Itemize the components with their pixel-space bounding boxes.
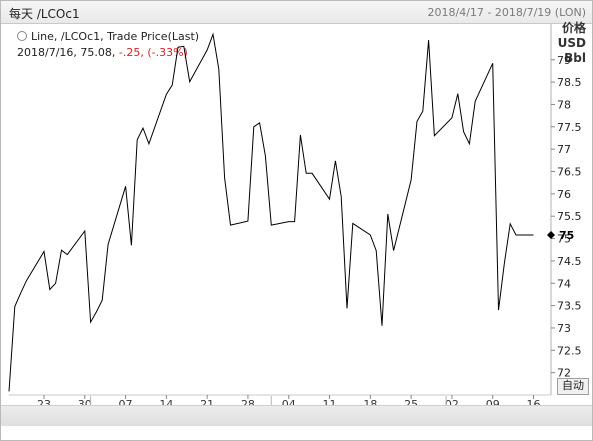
title-bar: 每天 /LCOc1 2018/4/17 - 2018/7/19 (LON) [1, 1, 592, 24]
date-range: 2018/4/17 - 2018/7/19 (LON) [427, 6, 586, 19]
last-value-label: 75 [559, 229, 574, 242]
y-tick-label: 74 [557, 277, 571, 290]
price-series-line [8, 32, 534, 392]
y-tick-label: 75.5 [557, 210, 582, 223]
auto-scale-button[interactable]: 自动 [557, 378, 589, 395]
y-tick-label: 73 [557, 322, 571, 335]
y-tick-label: 73.5 [557, 300, 582, 313]
y-tick-label: 77.5 [557, 121, 582, 134]
y-tick-label: 72.5 [557, 344, 582, 357]
y-axis-price-label: 价格 [561, 21, 586, 35]
y-tick-label: 74.5 [557, 255, 582, 268]
y-tick-label: 72 [557, 367, 571, 380]
plot-area[interactable] [8, 24, 551, 395]
y-tick-label: 76 [557, 188, 571, 201]
y-tick-label: 77 [557, 143, 571, 156]
month-strip[interactable] [1, 405, 592, 426]
chart-title: 每天 /LCOc1 [9, 7, 80, 21]
y-tick-label: 75 [557, 233, 571, 246]
last-value-marker-icon [547, 230, 555, 239]
y-axis-unit-label: Bbl [564, 51, 586, 65]
legend-series-label: Line, /LCOc1, Trade Price(Last) [31, 30, 200, 43]
y-tick-label: 79 [557, 54, 571, 67]
y-axis-currency-label: USD [557, 36, 586, 50]
legend-value-row: 2018/7/16, 75.08, -.25, (-.33%) [17, 45, 199, 61]
legend-series-row[interactable]: Line, /LCOc1, Trade Price(Last) [17, 29, 199, 45]
legend-value: 2018/7/16, 75.08, [17, 46, 119, 59]
y-tick-label: 78 [557, 98, 571, 111]
legend-marker-icon [17, 31, 27, 41]
legend: Line, /LCOc1, Trade Price(Last) 2018/7/1… [17, 29, 199, 61]
y-axis-header: 价格 USD Bbl [550, 21, 586, 66]
y-tick-label: 78.5 [557, 76, 582, 89]
legend-change: -.25, (-.33%) [118, 46, 188, 59]
y-tick-label: 76.5 [557, 166, 582, 179]
